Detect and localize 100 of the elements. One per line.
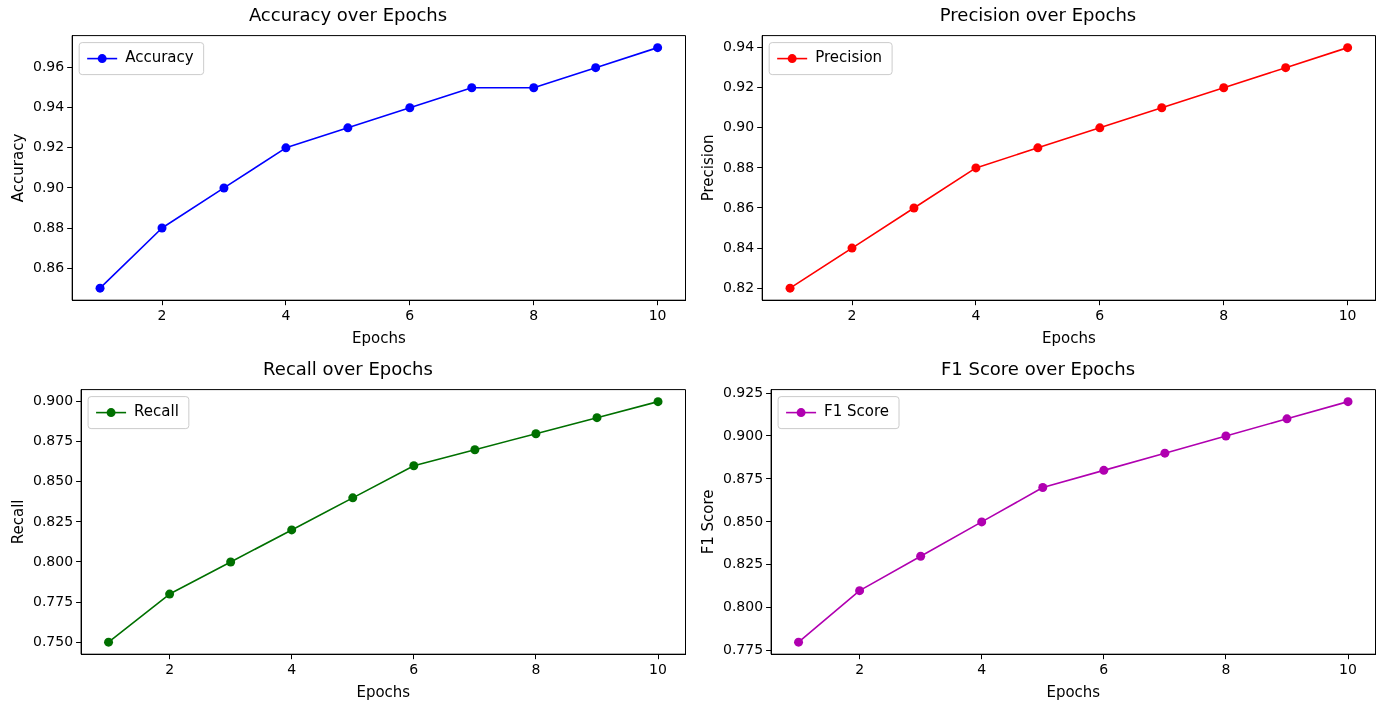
y-tick-label: 0.90 <box>723 118 755 135</box>
x-tick-label: 10 <box>1339 661 1357 678</box>
y-tick-label: 0.900 <box>32 392 74 409</box>
x-tick-label: 8 <box>529 307 539 324</box>
x-tick-label: 8 <box>1221 661 1231 678</box>
point <box>343 123 353 133</box>
y-tick-label: 0.800 <box>32 552 74 569</box>
x-tick-label: 6 <box>1099 661 1109 678</box>
y-tick-label: 0.94 <box>723 38 755 55</box>
point <box>855 586 865 596</box>
y-tick-label: 0.775 <box>722 641 764 658</box>
point <box>1282 414 1292 424</box>
point <box>529 83 539 93</box>
y-tick-label: 0.88 <box>723 158 755 175</box>
x-axis-title: Epochs <box>1046 682 1101 701</box>
point <box>1221 431 1231 441</box>
y-tick-label: 0.875 <box>722 469 764 486</box>
point <box>909 203 919 213</box>
point <box>592 413 602 423</box>
point <box>785 283 795 293</box>
point <box>1157 103 1167 113</box>
point <box>348 493 358 503</box>
y-tick-label: 0.82 <box>723 278 755 295</box>
y-axis-title: F1 Score <box>698 489 717 555</box>
y-axis-title: Precision <box>698 134 717 202</box>
y-tick-label: 0.84 <box>723 238 755 255</box>
x-tick-label: 2 <box>855 661 865 678</box>
point <box>281 143 291 153</box>
point <box>226 557 236 567</box>
point <box>104 637 114 647</box>
point <box>409 461 419 471</box>
y-tick-label: 0.850 <box>32 472 74 489</box>
x-tick-label: 4 <box>971 307 981 324</box>
x-tick-label: 8 <box>531 661 541 678</box>
point <box>157 223 167 233</box>
y-tick-label: 0.925 <box>722 383 764 400</box>
legend-label: Precision <box>815 48 883 67</box>
y-tick-label: 0.96 <box>33 58 65 75</box>
y-tick-label: 0.94 <box>33 98 65 115</box>
y-tick-label: 0.850 <box>722 512 764 529</box>
x-tick-label: 4 <box>977 661 987 678</box>
y-tick-label: 0.92 <box>723 78 755 95</box>
y-tick-label: 0.775 <box>32 592 74 609</box>
y-tick-label: 0.800 <box>722 598 764 615</box>
x-tick-label: 10 <box>649 661 667 678</box>
y-tick-label: 0.750 <box>32 632 74 649</box>
x-tick-label: 10 <box>1338 307 1357 324</box>
y-tick-label: 0.875 <box>32 432 74 449</box>
y-tick-label: 0.825 <box>32 512 74 529</box>
point <box>219 183 229 193</box>
y-tick-label: 0.825 <box>722 555 764 572</box>
y-axis-title: Accuracy <box>8 133 27 203</box>
point <box>1095 123 1105 133</box>
point <box>1343 43 1353 53</box>
point <box>1219 83 1229 93</box>
y-tick-label: 0.900 <box>722 426 764 443</box>
x-axis-title: Epochs <box>1041 328 1096 347</box>
y-tick-label: 0.90 <box>33 178 65 195</box>
point <box>847 243 857 253</box>
x-tick-label: 6 <box>405 307 415 324</box>
x-tick-label: 2 <box>847 307 857 324</box>
x-tick-label: 2 <box>157 307 167 324</box>
legend-label: Accuracy <box>125 48 194 67</box>
x-tick-label: 4 <box>281 307 291 324</box>
point <box>470 445 480 455</box>
point <box>1033 143 1043 153</box>
x-axis-title: Epochs <box>356 682 411 701</box>
chart-title: Accuracy over Epochs <box>248 4 448 26</box>
point <box>287 525 297 535</box>
x-tick-label: 8 <box>1219 307 1229 324</box>
point <box>916 551 926 561</box>
y-tick-label: 0.88 <box>33 218 65 235</box>
y-tick-label: 0.86 <box>723 198 755 215</box>
x-tick-label: 6 <box>1095 307 1105 324</box>
point <box>653 43 663 53</box>
chart-title: Recall over Epochs <box>263 358 433 380</box>
y-tick-label: 0.92 <box>33 138 65 155</box>
point <box>971 163 981 173</box>
x-axis-title: Epochs <box>351 328 406 347</box>
point <box>1038 483 1048 493</box>
x-tick-label: 4 <box>287 661 297 678</box>
y-tick-label: 0.86 <box>33 258 65 275</box>
point <box>977 517 987 527</box>
point <box>165 589 175 599</box>
point <box>467 83 477 93</box>
chart-title: F1 Score over Epochs <box>940 358 1136 380</box>
chart-title: Precision over Epochs <box>939 4 1137 26</box>
point <box>95 283 105 293</box>
point <box>1160 448 1170 458</box>
x-tick-label: 10 <box>648 307 667 324</box>
point <box>1343 397 1353 407</box>
y-axis-title: Recall <box>8 499 27 545</box>
point <box>531 429 541 439</box>
point <box>1099 465 1109 475</box>
point <box>653 397 663 407</box>
point <box>794 637 804 647</box>
point <box>405 103 415 113</box>
point <box>591 63 601 73</box>
point <box>1281 63 1291 73</box>
x-tick-label: 2 <box>165 661 175 678</box>
